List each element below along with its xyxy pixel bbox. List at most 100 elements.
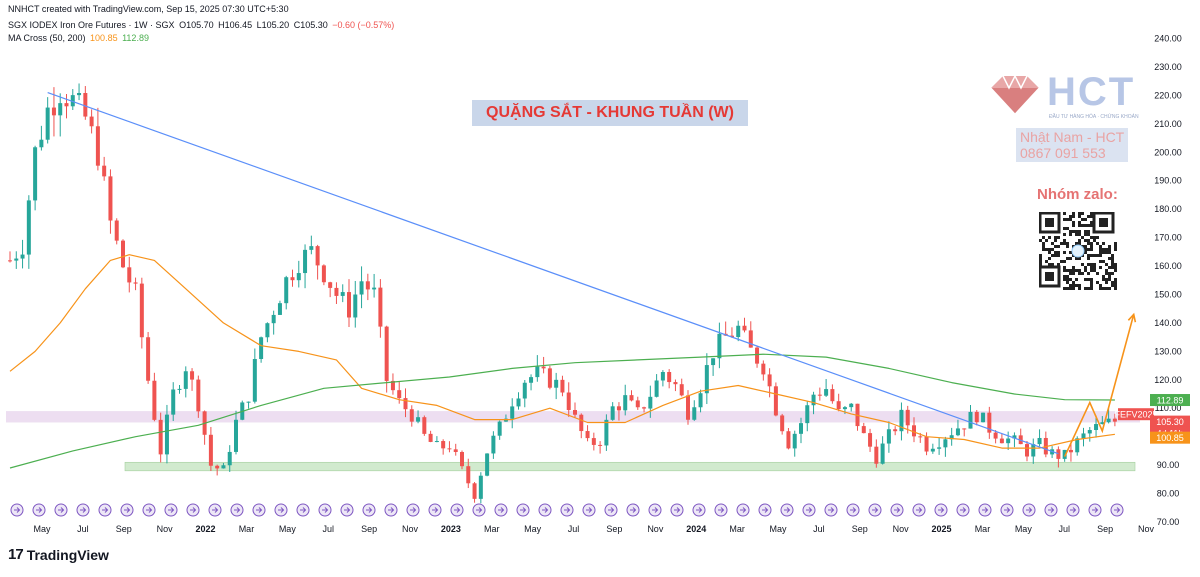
event-arrow-icon [938,507,945,513]
candle-body [604,419,609,446]
qr-module [1093,269,1096,272]
qr-module [1090,215,1093,218]
qr-module [1087,215,1090,218]
candle-body [45,107,50,140]
qr-module [1048,236,1051,239]
qr-module [1063,260,1066,263]
event-arrow-icon [410,507,417,513]
qr-module [1087,233,1090,236]
qr-module [1114,269,1117,272]
candle-body [234,419,238,452]
candle-body [773,386,778,416]
qr-module [1108,275,1111,278]
candle-body [453,449,458,453]
qr-module [1102,275,1105,278]
candle-body [968,411,973,429]
qr-module [1072,224,1075,227]
candle-body [886,429,891,444]
qr-module [1102,287,1105,290]
candle-body [428,433,433,442]
candle-body [510,406,515,419]
event-arrow-icon [102,507,109,513]
candle-body [334,287,339,296]
candle-body [629,395,634,401]
candle-body [328,282,333,288]
qr-module [1093,254,1096,257]
y-tick-label: 190.00 [1154,176,1182,186]
x-tick-label: Nov [1138,524,1155,534]
ma-legend[interactable]: MA Cross (50, 200) 100.85 112.89 [8,33,151,43]
event-arrow-icon [190,507,197,513]
y-tick-label: 210.00 [1154,119,1182,129]
candle-body [830,389,835,402]
qr-module [1072,272,1075,275]
candle-body [347,292,351,318]
candle-body [905,409,910,426]
x-tick-label: 2025 [932,524,952,534]
tradingview-footer[interactable]: 17 TradingView [8,546,109,563]
candle-body [635,400,640,408]
qr-module [1069,230,1072,233]
event-arrow-icon [740,507,747,513]
qr-module [1066,227,1069,230]
candle-body [598,444,603,446]
qr-module [1048,257,1051,260]
x-tick-label: Jul [322,524,334,534]
event-arrow-icon [872,507,879,513]
qr-module [1072,230,1075,233]
qr-module [1087,230,1090,233]
qr-module [1039,254,1042,257]
qr-module [1114,287,1117,290]
qr-module [1093,263,1096,266]
qr-module [1057,251,1060,254]
qr-module [1075,230,1078,233]
candle-body [566,392,571,411]
candle-body [679,384,684,396]
event-arrow-icon [212,507,219,513]
qr-module [1078,230,1081,233]
qr-module [1108,251,1111,254]
qr-module [1090,284,1093,287]
qr-module [1075,233,1078,236]
candle-body [1087,429,1092,434]
header-credit: NNHCT created with TradingView.com, Sep … [8,4,289,14]
candle-body [642,407,647,409]
qr-module [1081,272,1084,275]
candle-body [296,273,301,281]
candle-body [171,389,176,415]
contact-name: Nhật Nam - HCT [1020,129,1125,145]
qr-module [1045,260,1048,263]
candle-body [303,249,308,274]
candle-body [384,326,389,381]
y-tick-label: 150.00 [1154,289,1182,299]
candle-body [390,380,395,391]
qr-module [1078,239,1081,242]
symbol-legend[interactable]: SGX IODEX Iron Ore Futures · 1W · SGX O1… [8,20,396,30]
candle-body [987,412,992,433]
candle-body [102,165,107,177]
qr-module [1078,257,1081,260]
qr-module [1066,245,1069,248]
qr-module [1078,224,1081,227]
qr-module [1066,278,1069,281]
qr-module [1072,266,1075,269]
qr-module [1084,239,1087,242]
candle-body [227,451,232,466]
candle-body [460,452,464,467]
event-arrow-icon [388,507,395,513]
zalo-qr-code [1038,211,1117,290]
candle-body [372,287,377,290]
ma200-price-tag-bg [1150,394,1190,407]
candle-body [1112,418,1117,422]
qr-module [1111,284,1114,287]
candle-body [974,411,979,423]
event-arrow-icon [476,507,483,513]
diamond-logo-icon [990,74,1040,115]
candle-body [880,443,885,464]
qr-module [1099,284,1102,287]
qr-module [1099,248,1102,251]
qr-module [1048,248,1051,251]
event-arrow-icon [960,507,967,513]
symbol-tag: FEFV2025 [1114,410,1157,420]
